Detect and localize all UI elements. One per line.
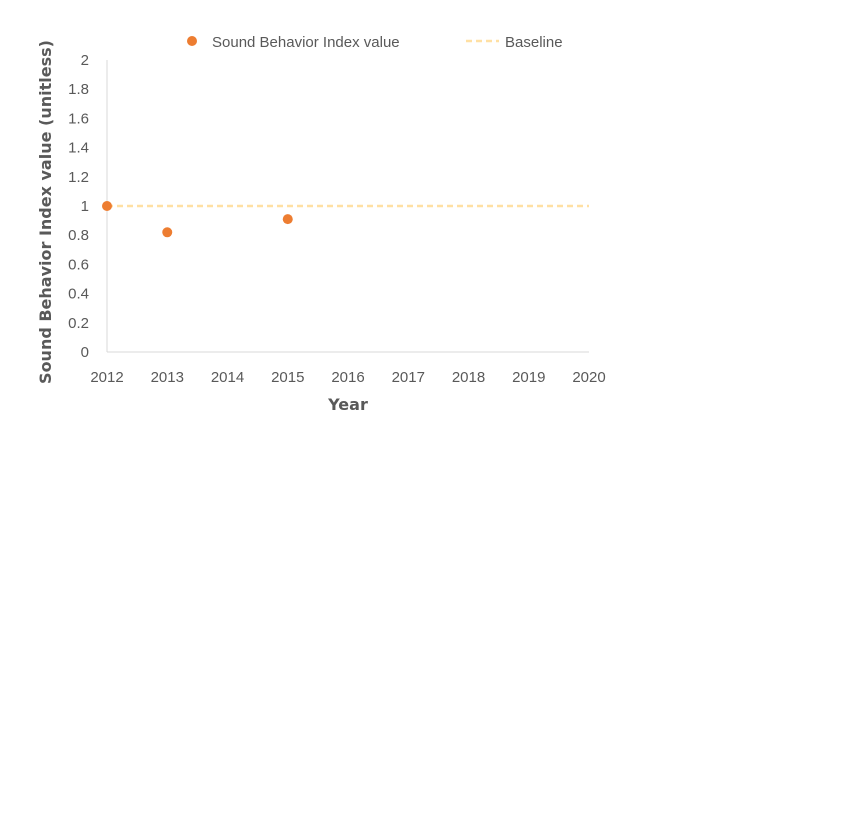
y-tick-label: 0.6 [68,256,89,273]
y-tick-label: 0.4 [68,286,89,303]
x-tick-label: 2015 [271,369,304,386]
y-tick-label: 1.4 [68,140,89,157]
x-tick-label: 2018 [452,369,485,386]
x-tick-labels: 2012 2013 2014 2015 2016 2017 2018 2019 2020 [90,369,605,386]
y-tick-label: 1.2 [68,169,89,186]
legend-label-sound-behavior-index: Sound Behavior Index value [212,34,400,51]
legend: Sound Behavior Index value Baseline [187,34,563,51]
y-tick-labels: 0 0.2 0.4 0.6 0.8 1 1.2 1.4 1.6 1.8 2 [68,52,89,361]
y-tick-label: 0 [81,344,89,361]
y-axis-title: Sound Behavior Index value (unitless) [36,40,55,384]
y-tick-label: 2 [81,52,89,69]
y-tick-label: 0.2 [68,315,89,332]
data-point [282,214,293,225]
y-tick-label: 1.6 [68,110,89,127]
series-layer [102,201,589,238]
y-tick-label: 0.8 [68,227,89,244]
x-tick-label: 2014 [211,369,244,386]
x-tick-label: 2012 [90,369,123,386]
x-tick-label: 2013 [151,369,184,386]
x-tick-label: 2019 [512,369,545,386]
data-point [102,201,112,211]
x-axis-title: Year [327,395,368,414]
data-point [162,227,173,238]
legend-marker-sound-behavior-index [187,36,197,46]
y-tick-label: 1.8 [68,81,89,98]
x-tick-label: 2020 [572,369,605,386]
x-tick-label: 2017 [392,369,425,386]
y-tick-label: 1 [81,198,89,215]
legend-label-baseline: Baseline [505,34,563,51]
x-tick-label: 2016 [331,369,364,386]
